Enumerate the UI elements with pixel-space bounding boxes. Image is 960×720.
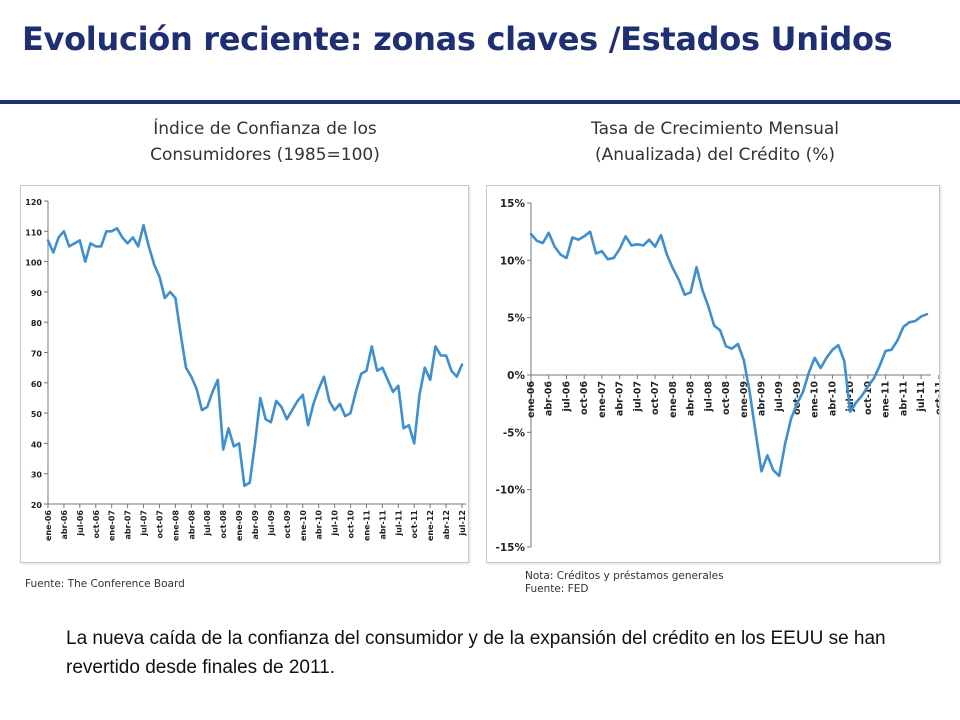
confidence-xtick-label: oct-11 [410, 510, 419, 539]
credit-xtick-label: oct-08 [721, 381, 732, 415]
credit-ytick-label: 15% [500, 198, 526, 210]
credit-xtick-label: jul-07 [632, 381, 643, 412]
confidence-xtick-label: jul-10 [331, 510, 340, 537]
credit-xtick-label: oct-09 [792, 381, 803, 415]
confidence-chart-frame: 20 30 40 50 60 70 80 90 100 110 120 ene-06 abr-06 jul… [20, 185, 469, 563]
confidence-xtick-label: ene-07 [108, 510, 117, 541]
confidence-ytick-label: 80 [31, 319, 43, 328]
credit-xtick-label: ene-07 [597, 381, 608, 418]
confidence-chart-title-line1: Índice de Confianza de los [153, 119, 377, 139]
credit-series-line [529, 230, 929, 478]
confidence-xtick-label: ene-12 [426, 510, 435, 541]
confidence-xtick-label: jul-09 [267, 510, 276, 537]
confidence-ytick-label: 60 [31, 380, 43, 389]
confidence-xtick-label: jul-12 [458, 510, 467, 537]
confidence-xtick-label: oct-09 [283, 510, 292, 539]
credit-chart-frame: -15% -10% -5% 0% 5% 10% 15% ene-06 abr-06 jul-06 o… [486, 185, 960, 563]
credit-chart-title: Tasa de Crecimiento Mensual (Anualizada)… [545, 116, 885, 168]
credit-xtick-label: jul-08 [703, 381, 714, 413]
confidence-xtick-label: jul-07 [140, 510, 149, 537]
credit-chart: -15% -10% -5% 0% 5% 10% 15% ene-06 abr-06 jul-06 o… [496, 198, 960, 554]
confidence-ytick-label: 70 [31, 350, 43, 359]
confidence-xtick-label: jul-06 [76, 510, 85, 537]
credit-ytick-label: 10% [500, 255, 526, 267]
summary-text: La nueva caída de la confianza del consu… [66, 628, 886, 678]
confidence-xtick-label: abr-10 [315, 510, 324, 540]
credit-note: Nota: Créditos y préstamos generales [525, 570, 724, 582]
credit-xtick-label: ene-10 [810, 381, 821, 418]
confidence-xtick-label: ene-09 [235, 510, 244, 541]
confidence-xtick-label: abr-08 [187, 510, 196, 540]
title-underline [0, 100, 960, 104]
confidence-chart-title: Índice de Confianza de los Consumidores … [100, 116, 430, 168]
credit-xtick-label: abr-11 [898, 381, 909, 416]
confidence-xtick-label: abr-09 [251, 510, 260, 540]
page-title: Evolución reciente: zonas claves /Estado… [22, 20, 893, 58]
credit-xtick-label: jul-06 [561, 381, 572, 413]
credit-ytick-label: -10% [496, 485, 526, 497]
confidence-ytick-label: 120 [25, 198, 42, 207]
credit-xtick-label: jul-10 [845, 381, 856, 413]
credit-source: Fuente: FED [525, 583, 589, 595]
credit-xtick-label: oct-06 [579, 381, 590, 415]
confidence-ytick-label: 100 [25, 259, 42, 268]
confidence-xtick-label: jul-11 [394, 510, 403, 537]
confidence-ytick-label: 50 [31, 410, 43, 419]
confidence-chart: 20 30 40 50 60 70 80 90 100 110 120 ene-06 abr-06 jul… [25, 198, 467, 541]
confidence-xtick-label: ene-11 [362, 510, 371, 541]
credit-xtick-label: ene-06 [526, 381, 537, 418]
credit-xtick-label: abr-06 [544, 381, 555, 416]
confidence-xtick-label: abr-12 [442, 510, 451, 540]
confidence-xtick-label: abr-06 [60, 510, 69, 540]
confidence-series-line [46, 223, 464, 488]
confidence-xtick-label: ene-08 [171, 510, 180, 541]
confidence-source: Fuente: The Conference Board [25, 578, 185, 590]
credit-xtick-label: oct-11 [934, 381, 939, 415]
confidence-xtick-label: oct-08 [219, 510, 228, 539]
credit-xtick-label: abr-10 [827, 381, 838, 416]
confidence-ytick-label: 90 [31, 289, 43, 298]
credit-chart-title-line1: Tasa de Crecimiento Mensual [591, 119, 839, 139]
credit-xtick-label: oct-07 [650, 381, 661, 415]
confidence-xtick-label: ene-06 [44, 510, 53, 541]
credit-xtick-label: oct-10 [863, 381, 874, 415]
confidence-xtick-label: abr-11 [378, 510, 387, 540]
credit-xtick-label: abr-09 [757, 381, 768, 416]
confidence-chart-title-line2: Consumidores (1985=100) [150, 145, 380, 165]
credit-xtick-label: jul-09 [774, 381, 785, 412]
confidence-xtick-label: ene-10 [299, 510, 308, 541]
confidence-xtick-label: oct-10 [347, 510, 356, 539]
credit-xtick-label: abr-08 [686, 381, 697, 416]
credit-ytick-label: 5% [507, 313, 525, 325]
credit-xtick-label: abr-07 [615, 381, 626, 416]
confidence-ytick-label: 20 [31, 501, 43, 510]
confidence-xtick-label: abr-07 [124, 510, 133, 540]
credit-ytick-label: 0% [507, 370, 525, 382]
credit-xtick-label: jul-11 [916, 381, 927, 412]
confidence-xtick-label: oct-07 [155, 510, 164, 539]
confidence-ytick-label: 30 [31, 471, 43, 480]
confidence-ytick-label: 40 [31, 440, 43, 449]
credit-xtick-label: ene-08 [668, 381, 679, 418]
confidence-xtick-label: jul-08 [203, 510, 212, 537]
credit-ytick-label: -5% [503, 427, 526, 439]
credit-ytick-label: -15% [496, 542, 526, 554]
credit-xtick-label: ene-11 [881, 381, 892, 418]
credit-xtick-label: ene-09 [739, 381, 750, 418]
credit-chart-title-line2: (Anualizada) del Crédito (%) [595, 145, 835, 165]
confidence-ytick-label: 110 [25, 228, 42, 237]
confidence-xtick-label: oct-06 [92, 510, 101, 539]
